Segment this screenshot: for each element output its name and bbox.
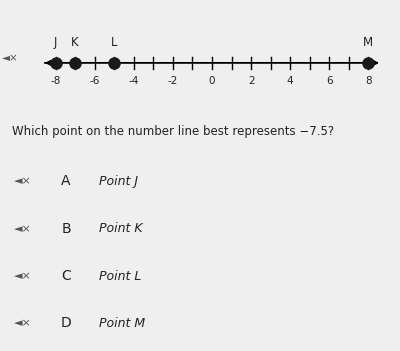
Text: ◄×: ◄×: [14, 318, 32, 329]
Text: 6: 6: [326, 77, 332, 86]
Text: K: K: [71, 37, 79, 49]
Text: ◄×: ◄×: [14, 271, 32, 281]
Text: -6: -6: [90, 77, 100, 86]
Text: J: J: [54, 37, 57, 49]
Text: C: C: [61, 269, 71, 283]
Text: A: A: [61, 174, 71, 188]
Text: -4: -4: [129, 77, 139, 86]
Text: Point M: Point M: [98, 317, 145, 330]
Text: ◄×: ◄×: [14, 176, 32, 186]
Text: 0: 0: [209, 77, 215, 86]
Text: -8: -8: [50, 77, 61, 86]
Text: Point K: Point K: [98, 222, 142, 235]
Text: Point L: Point L: [98, 270, 141, 283]
Text: B: B: [61, 222, 71, 236]
Text: ◄×: ◄×: [2, 53, 18, 63]
Text: M: M: [363, 37, 374, 49]
Text: 4: 4: [287, 77, 294, 86]
Text: D: D: [61, 317, 71, 330]
Text: Which point on the number line best represents −7.5?: Which point on the number line best repr…: [12, 125, 334, 138]
Text: L: L: [111, 37, 118, 49]
Text: Point J: Point J: [98, 175, 138, 188]
Text: -2: -2: [168, 77, 178, 86]
Text: ◄×: ◄×: [14, 224, 32, 234]
Text: 2: 2: [248, 77, 254, 86]
Text: 8: 8: [365, 77, 372, 86]
